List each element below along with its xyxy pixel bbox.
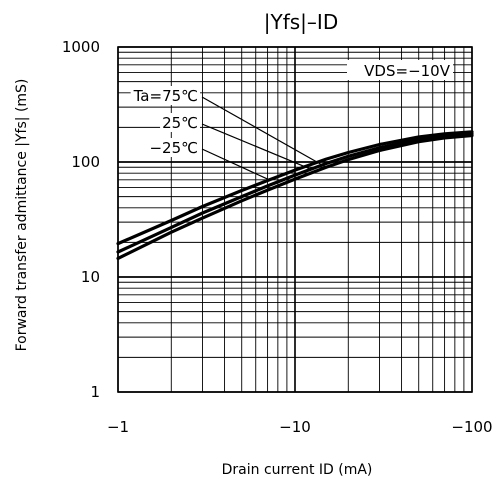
y-tick-label: 1000: [62, 38, 100, 56]
x-tick-label: −100: [451, 418, 492, 436]
x-tick-label: −10: [279, 418, 311, 436]
ticks: −1 −10 −100 1 10 100 1000: [62, 38, 493, 436]
x-axis-label: Drain current ID (mA): [222, 462, 373, 478]
series-leader-0: [201, 96, 327, 168]
series-label-bg-1: [160, 113, 200, 132]
labels: Ta=75℃ 25℃ −25℃: [130, 86, 327, 180]
x-tick-label: −1: [107, 418, 129, 436]
series-label-2: −25℃: [149, 139, 198, 157]
y-axis-label: Forward transfer admittance |Yfs| (mS): [14, 79, 30, 352]
series-label-0: Ta=75℃: [133, 87, 198, 105]
curves: [116, 130, 474, 260]
series-leader-2: [201, 148, 268, 180]
y-tick-label: 1: [90, 383, 100, 401]
series-line-2: [116, 130, 474, 246]
series-label-bg-2: [147, 138, 200, 157]
y-tick-label: 10: [81, 268, 100, 286]
plot-frame: [117, 46, 473, 393]
condition-label-bg: [347, 60, 453, 80]
series-line-0: [116, 133, 474, 260]
chart-title: |Yfs|–ID: [264, 10, 338, 34]
y-tick-label: 100: [71, 153, 100, 171]
series-line-1: [116, 132, 474, 254]
condition-label: VDS=−10V: [364, 62, 451, 80]
series-leader-1: [201, 123, 310, 169]
series-label-bg-0: [130, 86, 200, 105]
series-label-1: 25℃: [162, 114, 198, 132]
